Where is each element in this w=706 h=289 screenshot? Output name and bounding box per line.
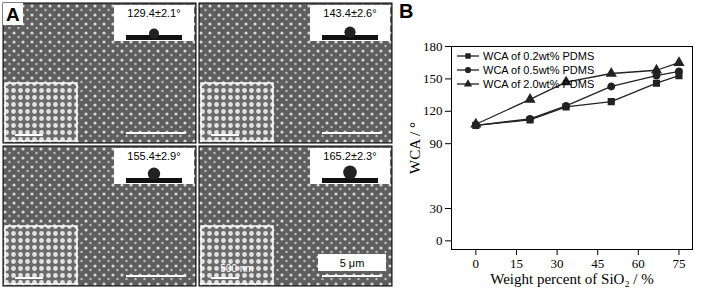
svg-text:143.4±2.6°: 143.4±2.6° [323, 7, 376, 19]
svg-text:30: 30 [551, 256, 564, 271]
svg-text:500 nm: 500 nm [220, 263, 253, 274]
svg-text:15: 15 [510, 256, 523, 271]
svg-text:150: 150 [423, 71, 443, 86]
svg-text:60: 60 [632, 256, 645, 271]
svg-text:WCA / °: WCA / ° [407, 122, 423, 174]
svg-text:129.4±2.1°: 129.4±2.1° [127, 7, 180, 19]
svg-text:165.2±2.3°: 165.2±2.3° [323, 150, 376, 162]
svg-text:120: 120 [423, 103, 443, 118]
svg-text:0: 0 [473, 256, 480, 271]
svg-text:45: 45 [591, 256, 604, 271]
html-text:WCA of 2.0wt% PDMS: WCA of 2.0wt% PDMS [483, 78, 595, 90]
svg-text:5 μm: 5 μm [340, 257, 365, 269]
svg-text:75: 75 [672, 256, 685, 271]
svg-text:Weight percent of SiO₂ / %: Weight percent of SiO₂ / % [490, 271, 654, 287]
svg-text:30: 30 [430, 201, 443, 216]
html-text:WCA of 0.5wt% PDMS: WCA of 0.5wt% PDMS [483, 64, 595, 76]
svg-text:180: 180 [423, 39, 443, 54]
svg-text:0: 0 [436, 233, 443, 248]
html-text:B: B [399, 0, 414, 22]
svg-text:90: 90 [430, 136, 443, 151]
svg-text:155.4±2.9°: 155.4±2.9° [127, 150, 180, 162]
svg-text:A: A [6, 4, 20, 25]
html-text:WCA of 0.2wt% PDMS: WCA of 0.2wt% PDMS [483, 50, 595, 62]
